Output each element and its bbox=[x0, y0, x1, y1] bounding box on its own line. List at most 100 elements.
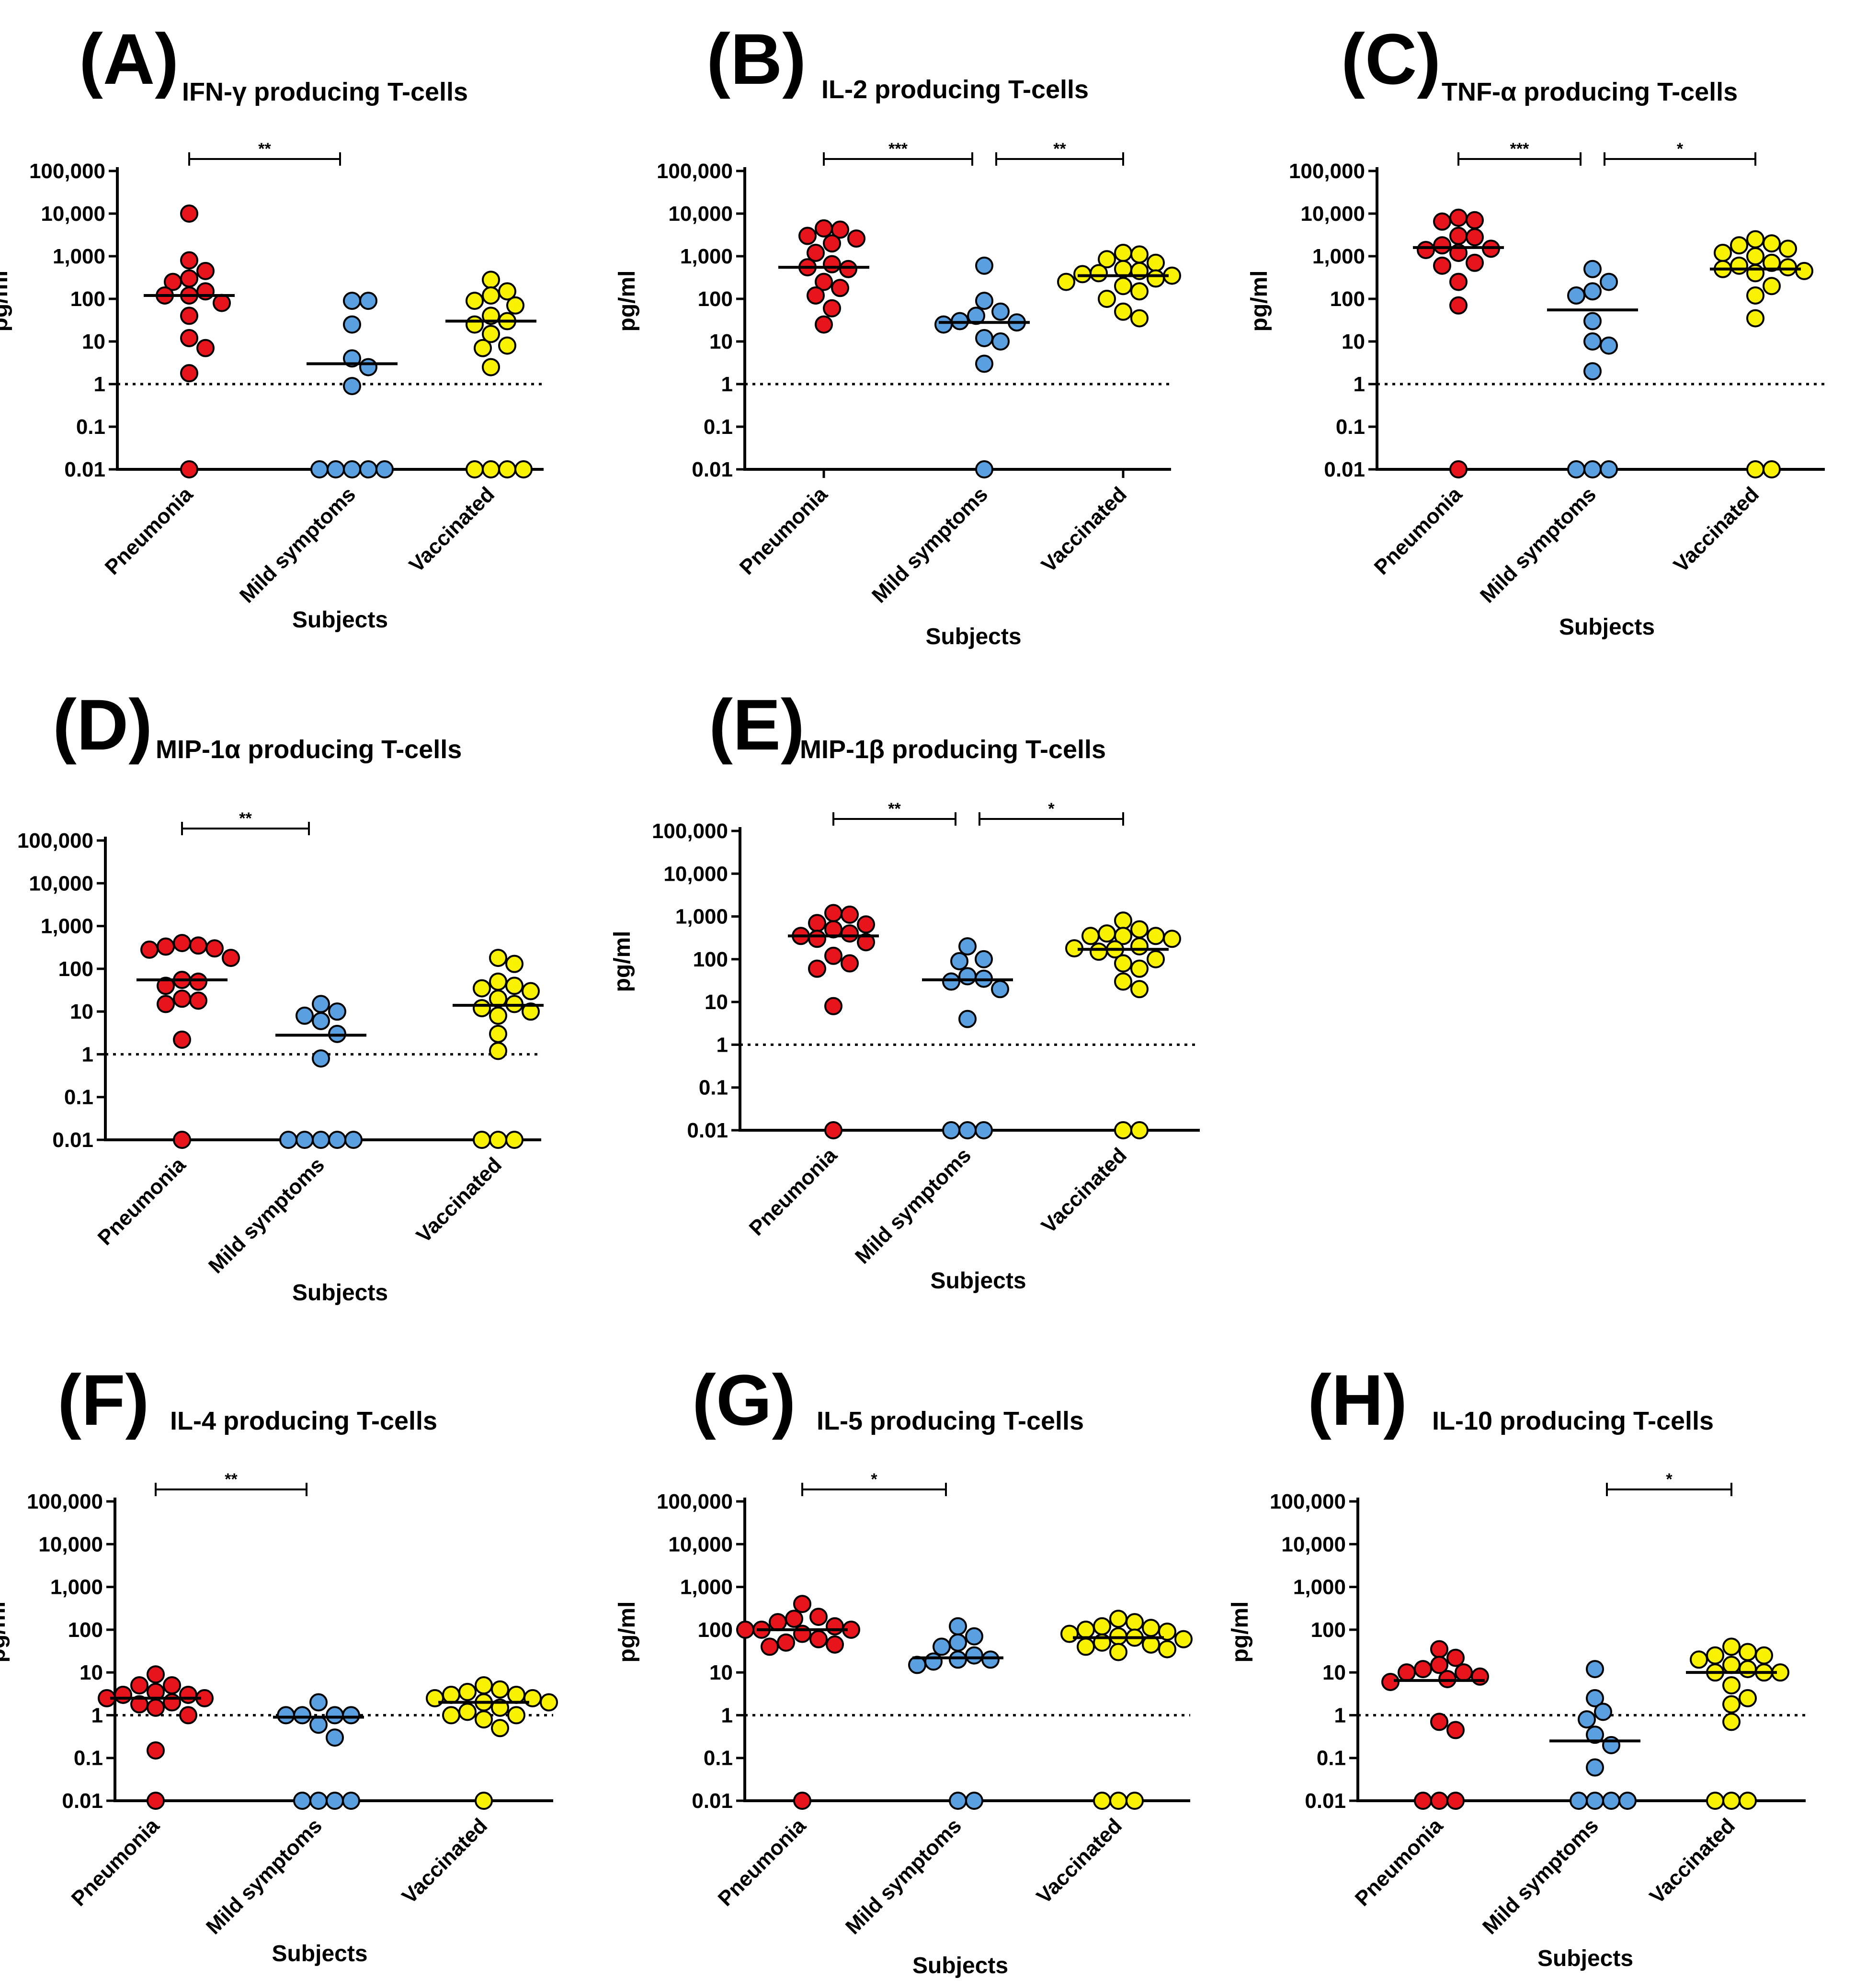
panel-h: (H) IL-10 producing T-cells 0.01 0.1 1 10 100 1… bbox=[1228, 1360, 1806, 1971]
y-tick-label: 10,000 bbox=[668, 202, 733, 226]
x-tick-label-mild-symptoms: Mild symptoms bbox=[202, 1814, 327, 1939]
data-point-vaccinated bbox=[1130, 1121, 1149, 1139]
y-tick-label: 1 bbox=[717, 1033, 728, 1056]
data-point-mild-symptoms bbox=[1583, 460, 1602, 478]
significance-label: ** bbox=[258, 140, 271, 158]
data-point-vaccinated bbox=[1114, 1121, 1132, 1139]
data-point-vaccinated bbox=[1090, 264, 1108, 283]
data-point-pneumonia bbox=[807, 243, 825, 262]
data-point-pneumonia bbox=[147, 1698, 165, 1717]
data-point-mild-symptoms bbox=[949, 1792, 967, 1810]
x-tick-label-pneumonia: Pneumonia bbox=[714, 1814, 811, 1911]
data-point-mild-symptoms bbox=[312, 995, 330, 1013]
data-point-vaccinated bbox=[475, 1792, 493, 1810]
data-point-pneumonia bbox=[147, 1665, 165, 1684]
x-tick-label-mild-symptoms: Mild symptoms bbox=[204, 1153, 329, 1278]
data-point-vaccinated bbox=[1739, 1792, 1757, 1810]
data-point-mild-symptoms bbox=[328, 1002, 346, 1021]
data-point-vaccinated bbox=[1722, 1656, 1741, 1674]
data-point-vaccinated bbox=[1114, 302, 1132, 321]
y-tick-label: 10 bbox=[705, 990, 728, 1014]
data-point-pneumonia bbox=[173, 989, 191, 1008]
data-point-pneumonia bbox=[815, 315, 833, 334]
data-point-mild-symptoms bbox=[934, 315, 953, 334]
y-tick-label: 0.01 bbox=[62, 1789, 103, 1813]
data-point-mild-symptoms bbox=[279, 1131, 297, 1149]
y-tick-label: 0.01 bbox=[1324, 458, 1365, 481]
y-tick-label: 100,000 bbox=[657, 159, 733, 183]
data-point-vaccinated bbox=[1147, 269, 1165, 288]
y-tick-label: 10 bbox=[1342, 330, 1365, 353]
data-point-vaccinated bbox=[1779, 239, 1797, 258]
data-point-pneumonia bbox=[1414, 1660, 1432, 1679]
y-tick-label: 1,000 bbox=[1312, 245, 1365, 268]
panel-title: IFN-γ producing T-cells bbox=[182, 78, 468, 106]
data-point-pneumonia bbox=[196, 282, 215, 301]
y-tick-label: 0.01 bbox=[692, 458, 733, 481]
x-tick-label-pneumonia: Pneumonia bbox=[67, 1814, 164, 1911]
data-point-vaccinated bbox=[1730, 236, 1748, 255]
data-point-mild-symptoms bbox=[1586, 1792, 1604, 1810]
data-point-mild-symptoms bbox=[965, 1646, 983, 1665]
y-tick-label: 100 bbox=[698, 1618, 733, 1642]
data-point-vaccinated bbox=[1126, 1613, 1144, 1632]
data-point-pneumonia bbox=[824, 946, 842, 965]
x-axis-label: Subjects bbox=[930, 1268, 1026, 1294]
y-tick-label: 10 bbox=[1322, 1661, 1346, 1684]
data-point-mild-symptoms bbox=[958, 1121, 977, 1139]
data-point-pneumonia bbox=[839, 260, 857, 278]
data-point-pneumonia bbox=[173, 1030, 191, 1049]
panel-letter: (G) bbox=[692, 1360, 796, 1440]
data-point-mild-symptoms bbox=[344, 1131, 363, 1149]
data-point-pneumonia bbox=[1455, 1663, 1473, 1682]
data-point-mild-symptoms bbox=[949, 1650, 967, 1669]
data-point-vaccinated bbox=[1109, 1643, 1127, 1661]
data-point-pneumonia bbox=[824, 997, 842, 1015]
y-tick-label: 10 bbox=[709, 330, 733, 353]
data-point-pneumonia bbox=[1466, 211, 1484, 229]
x-axis-label: Subjects bbox=[292, 607, 388, 633]
data-point-pneumonia bbox=[823, 299, 841, 318]
y-axis-label: pg/ml bbox=[615, 271, 640, 332]
data-point-pneumonia bbox=[114, 1685, 132, 1704]
data-point-vaccinated bbox=[489, 1024, 507, 1043]
data-point-pneumonia bbox=[841, 924, 859, 943]
data-point-pneumonia bbox=[180, 204, 198, 223]
x-tick-label-mild-symptoms: Mild symptoms bbox=[1478, 1814, 1603, 1939]
data-point-pneumonia bbox=[180, 269, 198, 288]
y-tick-label: 10 bbox=[82, 330, 105, 353]
y-tick-label: 1,000 bbox=[53, 245, 105, 268]
data-point-pneumonia bbox=[180, 460, 198, 478]
y-tick-label: 10,000 bbox=[668, 1533, 733, 1556]
x-tick-label-pneumonia: Pneumonia bbox=[1351, 1814, 1448, 1911]
data-point-vaccinated bbox=[475, 1676, 493, 1695]
data-point-pneumonia bbox=[222, 949, 240, 967]
data-point-mild-symptoms bbox=[312, 1011, 330, 1030]
data-point-vaccinated bbox=[1114, 972, 1132, 991]
panel-title: MIP-1β producing T-cells bbox=[800, 735, 1106, 764]
data-point-mild-symptoms bbox=[967, 307, 985, 325]
y-tick-label: 1 bbox=[91, 1704, 103, 1727]
data-point-vaccinated bbox=[1722, 1637, 1741, 1656]
data-point-mild-symptoms bbox=[942, 1121, 960, 1139]
data-point-vaccinated bbox=[489, 949, 507, 967]
data-point-pneumonia bbox=[831, 279, 849, 297]
data-point-vaccinated bbox=[1763, 460, 1781, 478]
data-point-vaccinated bbox=[1746, 460, 1764, 478]
y-tick-label: 10,000 bbox=[41, 202, 105, 226]
data-point-vaccinated bbox=[1077, 1637, 1095, 1656]
data-point-vaccinated bbox=[1763, 277, 1781, 295]
data-point-vaccinated bbox=[491, 1680, 509, 1699]
data-point-pneumonia bbox=[1446, 1648, 1465, 1667]
data-point-pneumonia bbox=[1471, 1667, 1489, 1686]
y-axis-label: pg/ml bbox=[1247, 271, 1272, 332]
data-point-mild-symptoms bbox=[975, 460, 993, 478]
data-point-mild-symptoms bbox=[342, 1792, 360, 1810]
data-point-vaccinated bbox=[1795, 261, 1813, 280]
data-point-vaccinated bbox=[473, 1131, 491, 1149]
data-point-pneumonia bbox=[785, 1610, 803, 1628]
data-point-mild-symptoms bbox=[327, 460, 345, 478]
data-point-vaccinated bbox=[1779, 258, 1797, 277]
data-point-vaccinated bbox=[1090, 943, 1108, 961]
x-axis-label: Subjects bbox=[912, 1953, 1008, 1978]
